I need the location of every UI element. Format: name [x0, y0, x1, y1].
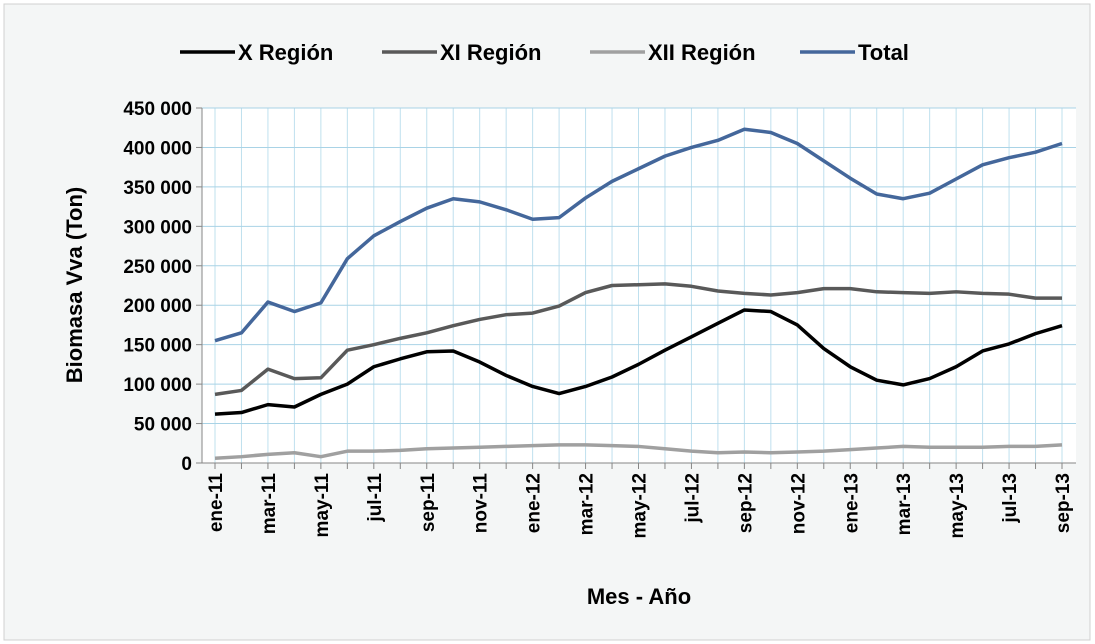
- line-series: [214, 308, 1063, 416]
- x-tick-label: sep-13: [1053, 473, 1074, 533]
- y-tick-label: 300 000: [123, 217, 192, 238]
- y-tick-label: 150 000: [123, 336, 192, 357]
- legend-label: XI Región: [440, 40, 541, 65]
- line-series: [214, 443, 1063, 461]
- legend-label: X Región: [238, 40, 333, 65]
- y-tick-label: 0: [181, 454, 192, 475]
- line-series: [214, 127, 1063, 343]
- x-tick-label: nov-11: [471, 473, 492, 534]
- x-tick-label: sep-12: [735, 473, 756, 533]
- y-tick-label: 200 000: [123, 296, 192, 317]
- y-tick-label: 350 000: [123, 178, 192, 199]
- x-axis-label: Mes - Año: [587, 584, 691, 609]
- y-tick-label: 100 000: [123, 375, 192, 396]
- x-tick-label: nov-12: [788, 473, 809, 534]
- x-tick-label: may-11: [312, 473, 333, 538]
- x-tick-label: ene-13: [841, 473, 862, 533]
- x-tick-label: mar-13: [894, 473, 915, 535]
- x-tick-label: jul-11: [365, 473, 386, 523]
- y-tick-label: 50 000: [134, 415, 192, 436]
- legend-label: XII Región: [648, 40, 756, 65]
- y-tick-label: 450 000: [123, 99, 192, 120]
- x-tick-label: mar-11: [259, 473, 280, 535]
- x-tick-label: jul-13: [1000, 473, 1021, 524]
- x-tick-label: mar-12: [577, 473, 598, 535]
- y-axis-label: Biomasa Vva (Ton): [62, 187, 87, 383]
- legend-label: Total: [858, 40, 909, 65]
- x-tick-label: may-13: [947, 473, 968, 539]
- x-tick-label: may-12: [630, 473, 651, 539]
- y-tick-label: 250 000: [123, 257, 192, 278]
- x-tick-label: jul-12: [682, 473, 703, 524]
- y-tick-label: 400 000: [123, 138, 192, 159]
- x-tick-label: ene-11: [206, 473, 227, 533]
- line-series: [214, 282, 1062, 397]
- x-tick-label: sep-11: [418, 473, 439, 533]
- x-tick-label: ene-12: [524, 473, 545, 533]
